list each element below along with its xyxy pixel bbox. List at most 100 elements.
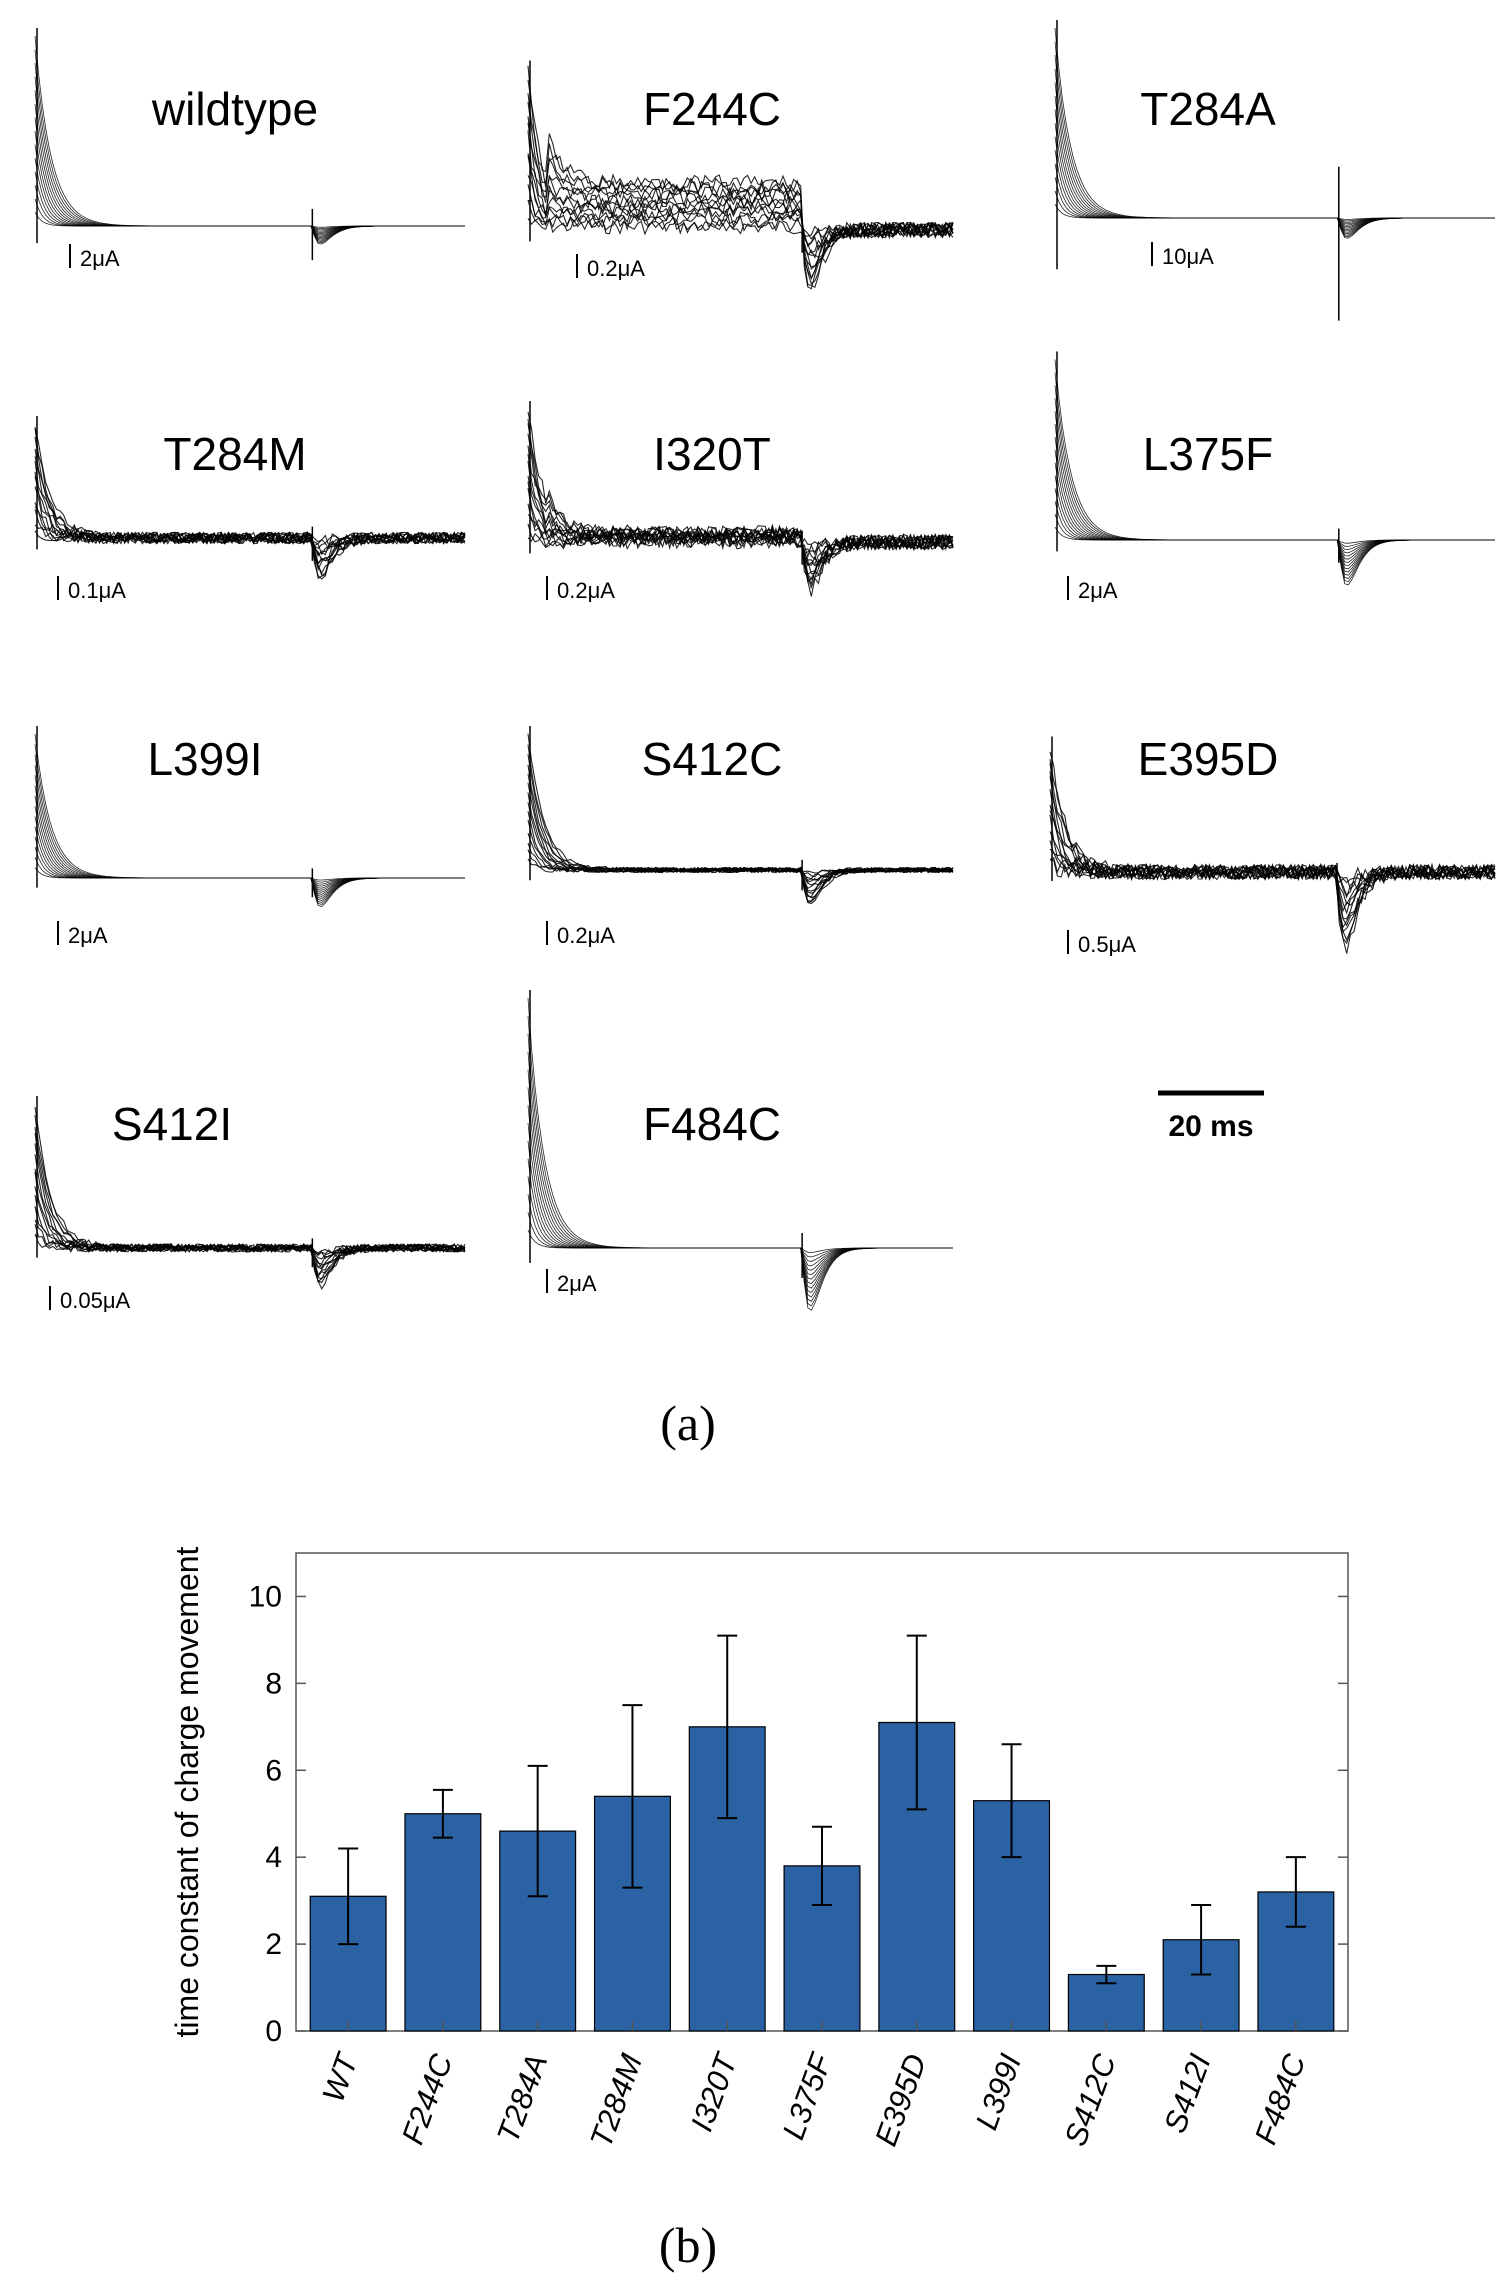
trace-sweep [527,773,954,898]
trace-sweep [527,1176,953,1267]
bar-f244c [404,1813,482,2032]
error-bar [338,1847,359,1946]
trace-sweep [1054,526,1495,544]
trace-sweep [1054,150,1495,226]
trace-sweep [34,795,465,895]
trace-sweep [34,428,466,580]
trace-label: E395D [1138,733,1279,785]
trace-sweep [34,171,465,232]
trace-label: T284M [163,428,306,480]
trace-sweep [34,805,465,893]
current-scale-label: 0.1μA [68,578,126,603]
trace-sweep [1054,136,1495,228]
trace-sweep [1049,804,1496,920]
x-tick-label: E395D [868,2049,933,2150]
trace-sweep [34,117,465,237]
trace-label: F244C [643,83,781,135]
trace-sweep [34,816,465,891]
error-bar [1285,1856,1306,1928]
trace-sweep [34,1171,466,1269]
trace-sweep [34,35,465,245]
trace-sweep [34,1127,466,1283]
trace-sweep [527,1229,953,1253]
trace-sweep [1054,398,1495,576]
trace-panel-t284m: T284M 0.1μA [34,416,466,603]
current-scale-label: 0.05μA [60,1288,130,1313]
trace-sweep [34,502,466,556]
trace-sweep [1049,771,1496,933]
trace-sweep [1049,759,1496,945]
panel-b-caption: (b) [659,2217,717,2273]
current-scale-label: 0.2μA [557,578,615,603]
current-scale-label: 2μA [1078,578,1118,603]
trace-sweep [527,130,954,270]
y-tick-label: 6 [265,1754,282,1787]
trace-sweep [34,775,465,899]
panel-b-bar-chart: 0 2 4 6 8 10 WT F244C T284A T284M I320T L375F E395D… [169,1546,1349,2152]
trace-panel-f484c: F484C 2μA [527,990,953,1311]
y-tick-label: 4 [265,1841,282,1874]
trace-sweep [34,427,466,580]
x-tick-label: S412C [1058,2049,1124,2151]
current-scale-label: 0.2μA [557,923,615,948]
trace-sweep [527,754,954,902]
trace-sweep [34,764,465,901]
trace-sweep [527,997,953,1311]
trace-sweep [527,1158,953,1271]
trace-sweep [527,1140,953,1276]
trace-panel-l399i: L399I 2μA [34,726,465,948]
trace-panel-l375f: L375F 2μA [1054,351,1495,603]
trace-sweep [1054,449,1495,563]
trace-sweep [1054,27,1495,239]
trace-sweep [1054,385,1495,579]
current-scale-label: 0.2μA [587,256,645,281]
trace-sweep [527,418,954,590]
trace-sweep [34,1194,466,1265]
trace-sweep [1049,789,1496,927]
x-tick-label: S412I [1157,2049,1218,2137]
trace-sweep [1049,763,1496,942]
panel-a-traces: wildtype 2μA F244C 0.2μA T284A 10μA T284M 0.1μA… [34,20,1496,1313]
trace-sweep [34,785,465,897]
trace-sweep [34,49,465,244]
trace-sweep [527,733,954,905]
trace-label: T284A [1140,83,1276,135]
trace-sweep [527,1015,953,1307]
trace-sweep [34,1154,466,1277]
trace-sweep [527,832,954,882]
trace-sweep [527,1051,953,1298]
x-tick-label: WT [315,2047,365,2106]
trace-label: wildtype [151,83,318,135]
trace-sweep [527,802,954,890]
trace-label: F484C [643,1098,781,1150]
trace-label: I320T [653,428,771,480]
panel-a-caption: (a) [660,1395,716,1451]
trace-sweep [34,1133,466,1280]
trace-sweep [527,792,954,892]
error-bar [622,1704,643,1889]
trace-panel-t284a: T284A 10μA [1054,20,1495,321]
current-scale-label: 2μA [68,923,108,948]
error-bar [432,1788,453,1839]
trace-sweep [34,836,465,887]
y-tick-label: 0 [265,2015,282,2048]
trace-sweep [527,811,954,886]
trace-panel-f244c: F244C 0.2μA [527,60,954,290]
error-bar [1001,1743,1022,1859]
y-tick-label: 10 [249,1580,282,1613]
trace-sweep [527,423,954,580]
trace-panel-e395d: E395D 0.5μA [1049,733,1496,957]
x-tick-label: F484C [1248,2049,1313,2149]
x-axis: WT F244C T284A T284M I320T L375F E395D L399I S41… [315,2021,1313,2152]
trace-sweep [34,1107,466,1290]
trace-sweep [527,65,954,288]
trace-sweep [1054,41,1495,238]
trace-sweep [34,144,465,235]
trace-sweep [1049,814,1496,913]
trace-sweep [527,1033,953,1302]
trace-sweep [1049,751,1496,954]
trace-sweep [34,826,465,889]
trace-sweep [1054,488,1495,554]
y-tick-label: 8 [265,1667,282,1700]
